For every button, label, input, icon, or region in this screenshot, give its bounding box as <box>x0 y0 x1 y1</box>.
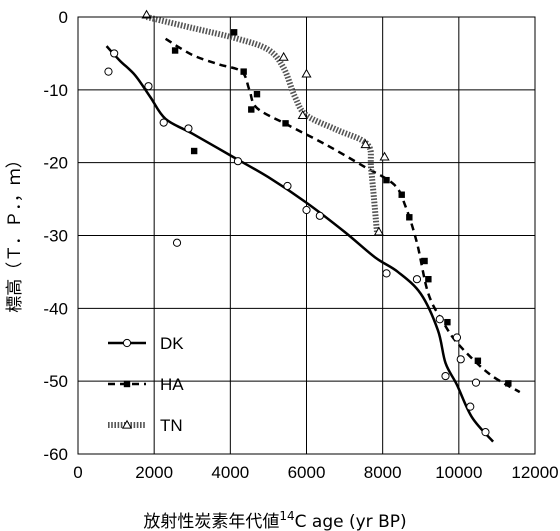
point-dk <box>172 238 182 247</box>
x-tick-label: 8000 <box>364 463 402 482</box>
point-tn <box>297 110 308 119</box>
grid <box>77 16 536 455</box>
point-ha <box>444 318 451 326</box>
legend-label: TN <box>160 416 183 435</box>
point-tn <box>301 68 312 78</box>
point-ha <box>190 147 198 155</box>
point-ha <box>248 106 255 113</box>
y-tick-label: -30 <box>43 227 68 246</box>
point-dk <box>144 82 153 91</box>
y-axis-ticks: 0 -10 -20 -30 -40 -50 -60 <box>43 8 68 464</box>
curve-dk <box>105 45 495 443</box>
point-ha <box>421 257 428 265</box>
legend-label: DK <box>160 334 184 353</box>
point-tn <box>373 226 384 236</box>
y-tick-label: -10 <box>43 81 68 100</box>
point-dk <box>283 181 292 191</box>
y-tick-label: -60 <box>43 445 68 464</box>
x-tick-label: 10000 <box>435 463 482 482</box>
point-ha <box>425 276 432 283</box>
point-dk <box>184 124 193 133</box>
legend-marker <box>123 380 131 388</box>
point-ha <box>505 380 512 387</box>
point-ha <box>474 357 482 364</box>
point-ha <box>282 120 289 127</box>
point-ha <box>406 214 413 221</box>
x-tick-label: 12000 <box>511 463 558 482</box>
point-ha <box>383 176 390 184</box>
legend-item-ha: HA <box>108 375 184 394</box>
legend-marker <box>121 419 133 429</box>
x-tick-label: 0 <box>73 463 82 482</box>
x-axis-label: 放射性炭素年代値14C age (yr BP) <box>143 509 406 531</box>
legend: DK HA TN <box>108 334 184 435</box>
legend-marker <box>122 338 132 348</box>
legend-item-tn: TN <box>108 416 183 435</box>
point-dk <box>233 157 243 166</box>
point-ha <box>398 191 405 198</box>
x-axis-ticks: 0 2000 4000 6000 8000 10000 12000 <box>73 463 558 482</box>
point-dk <box>452 333 462 342</box>
x-tick-label: 6000 <box>288 463 326 482</box>
point-dk <box>159 118 168 127</box>
point-dk <box>471 378 481 387</box>
point-tn <box>141 9 152 19</box>
point-tn <box>360 139 371 149</box>
point-ha <box>230 29 238 36</box>
curve-tn <box>145 14 380 233</box>
point-tn <box>379 151 390 161</box>
data-points <box>104 9 512 437</box>
point-dk <box>104 67 113 76</box>
legend-item-dk: DK <box>108 334 184 353</box>
point-dk <box>456 355 465 364</box>
legend-label: HA <box>160 375 184 394</box>
y-tick-label: -20 <box>43 154 68 173</box>
point-dk <box>382 269 391 278</box>
y-tick-label: -40 <box>43 299 68 318</box>
point-ha <box>171 47 179 54</box>
y-tick-label: -50 <box>43 372 68 391</box>
x-tick-label: 4000 <box>211 463 249 482</box>
fit-curves <box>105 14 521 443</box>
x-tick-label: 2000 <box>135 463 173 482</box>
y-tick-label: 0 <box>59 8 68 27</box>
plot-frame <box>77 16 536 455</box>
y-axis-label: 標高（Ｔ．Ｐ．，ｍ） <box>5 151 25 313</box>
point-tn <box>278 51 289 61</box>
point-dk <box>302 205 311 215</box>
point-dk <box>466 402 475 411</box>
point-dk <box>110 49 119 58</box>
point-ha <box>240 68 247 75</box>
point-dk <box>481 428 490 437</box>
point-dk <box>412 275 422 284</box>
curve-ha <box>164 37 521 394</box>
point-dk <box>315 211 324 220</box>
point-dk <box>441 371 450 381</box>
point-ha <box>253 91 261 98</box>
point-dk <box>435 315 444 324</box>
